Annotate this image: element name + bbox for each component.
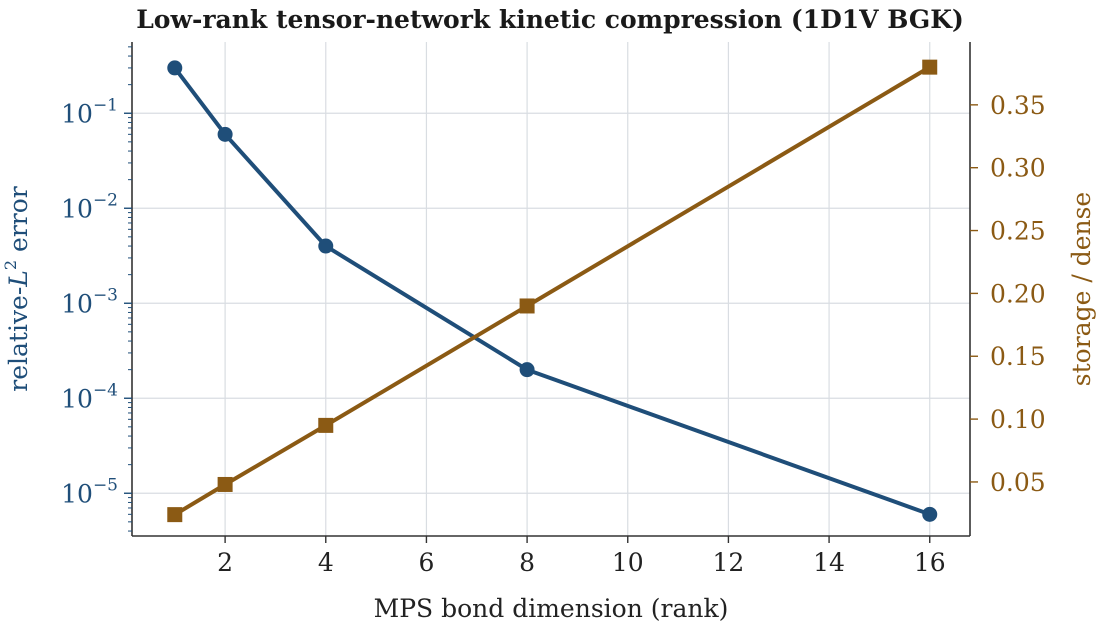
data-point — [318, 238, 334, 254]
axes: 2 4 6 8 10 12 14 16 10−1 10−2 10−3 10−4 10−5 0.05 0.10… — [61, 42, 1046, 577]
y-right-tick-label: 0.05 — [990, 468, 1046, 497]
y-left-tick-label: 10−3 — [61, 285, 118, 318]
y-right-tick-label: 0.20 — [990, 279, 1046, 308]
x-tick-label: 2 — [217, 548, 233, 577]
x-tick-label: 6 — [418, 548, 434, 577]
data-point — [167, 60, 183, 76]
y-right-tick-label: 0.30 — [990, 154, 1046, 183]
data-point — [167, 507, 183, 523]
series-1 — [167, 60, 938, 522]
data-point — [318, 417, 334, 433]
x-tick-label: 8 — [519, 548, 535, 577]
series-2 — [167, 59, 938, 523]
y-right-axis-label: storage / dense — [1067, 192, 1096, 386]
x-tick-label: 4 — [318, 548, 334, 577]
data-point — [922, 506, 938, 522]
y-left-axis-label: relative-L2 error — [1, 186, 33, 392]
grid — [132, 42, 970, 536]
data-point — [922, 59, 938, 75]
x-tick-label: 10 — [612, 548, 644, 577]
y-left-tick-label: 10−5 — [61, 475, 118, 508]
series-line — [173, 65, 931, 517]
x-axis-label: MPS bond dimension (rank) — [374, 594, 729, 623]
x-tick-label: 16 — [914, 548, 946, 577]
y-right-tick-label: 0.15 — [990, 342, 1046, 371]
series-layer — [167, 59, 938, 523]
chart-title: Low-rank tensor-network kinetic compress… — [136, 5, 964, 34]
data-point — [519, 298, 535, 314]
x-tick-label: 12 — [713, 548, 745, 577]
data-point — [519, 362, 535, 378]
x-tick-label: 14 — [813, 548, 845, 577]
data-point — [217, 126, 233, 142]
axis-labels: MPS bond dimension (rank) relative-L2 err… — [1, 186, 1096, 623]
y-left-tick-label: 10−2 — [61, 190, 118, 223]
y-left-tick-label: 10−1 — [61, 95, 118, 128]
y-right-tick-label: 0.25 — [990, 217, 1046, 246]
y-right-tick-label: 0.10 — [990, 405, 1046, 434]
y-left-tick-label: 10−4 — [61, 380, 118, 413]
y-right-tick-label: 0.35 — [990, 91, 1046, 120]
data-point — [217, 476, 233, 492]
